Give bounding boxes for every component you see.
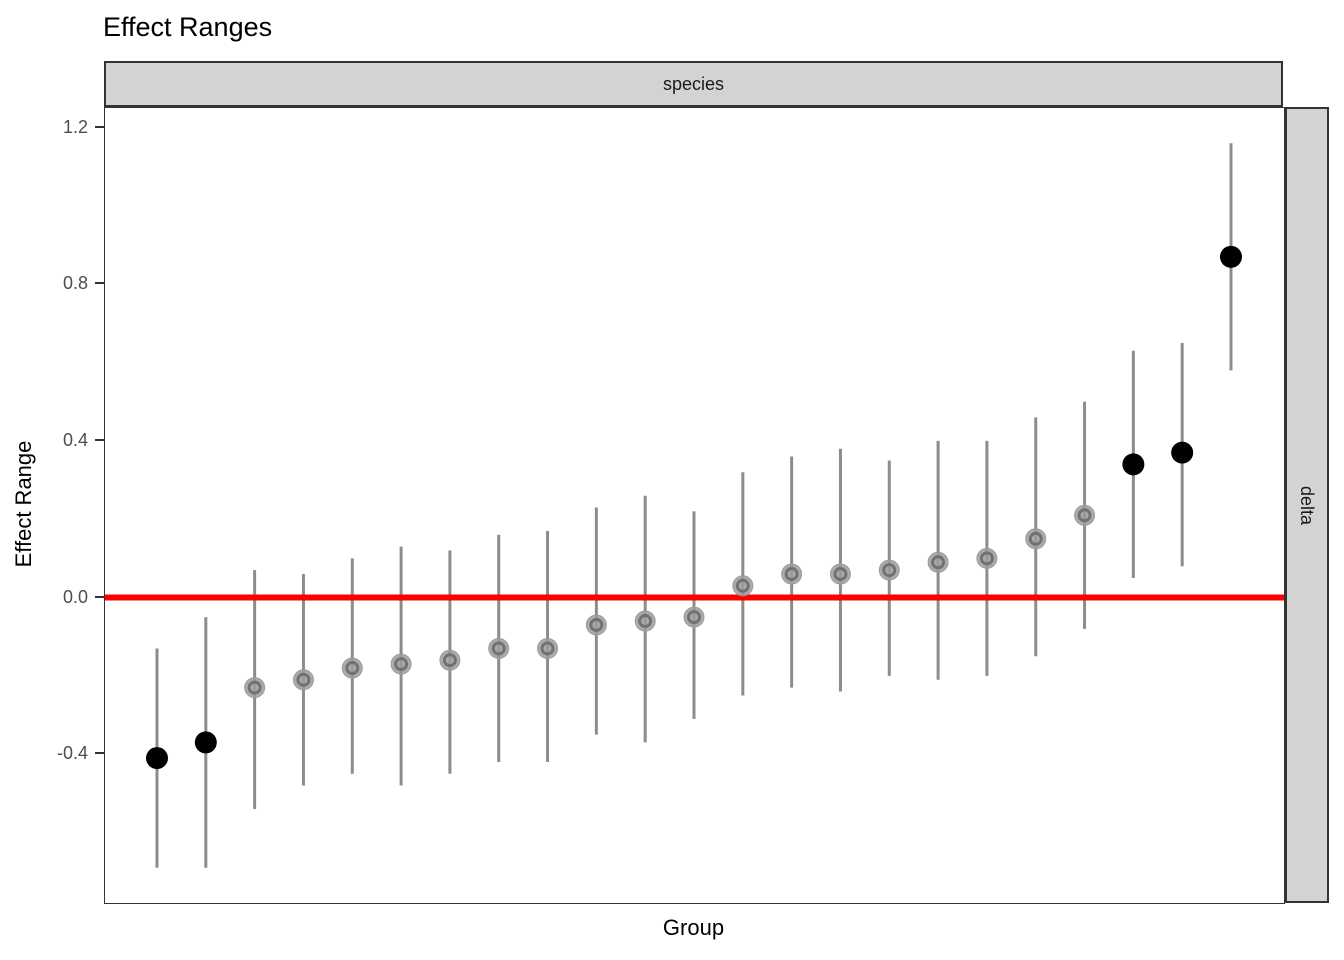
data-point-ring (784, 567, 799, 582)
y-tick-label: -0.4 (56, 743, 88, 764)
facet-strip-delta-label: delta (1297, 485, 1318, 525)
data-point-ring (491, 641, 506, 656)
y-tick-label: 0.4 (62, 429, 88, 450)
data-point-ring (1077, 508, 1092, 523)
data-point-ring (882, 563, 897, 578)
data-point-ring (394, 657, 409, 672)
plot-panel (104, 107, 1285, 904)
facet-strip-delta: delta (1285, 107, 1329, 903)
data-point (878, 559, 900, 581)
data-point (732, 575, 754, 597)
x-axis-title: Group (662, 915, 725, 940)
data-point-ring (540, 641, 555, 656)
data-point-ring (931, 555, 946, 570)
y-tick-mark (95, 282, 104, 285)
y-tick-mark (95, 438, 104, 441)
y-tick-label: 1.2 (62, 116, 88, 137)
data-point-ring (345, 661, 360, 676)
data-point-significant (1171, 441, 1194, 464)
data-point (439, 649, 461, 671)
data-point (634, 610, 656, 632)
data-point (1025, 528, 1047, 550)
data-point (341, 657, 363, 679)
y-tick-mark (95, 595, 104, 598)
data-point (390, 653, 412, 675)
data-point-ring (296, 672, 311, 687)
y-tick-mark (95, 752, 104, 755)
data-point (829, 563, 851, 585)
y-tick-label: 0.8 (62, 273, 88, 294)
data-point (537, 637, 559, 659)
data-point (976, 547, 998, 569)
data-point (683, 606, 705, 628)
data-point (244, 677, 266, 699)
data-point-significant (146, 747, 168, 770)
plot-title: Effect Ranges (103, 12, 273, 42)
data-point-significant (194, 731, 217, 754)
data-point-ring (638, 614, 653, 629)
data-point-significant (1122, 453, 1145, 476)
data-point-ring (979, 551, 994, 566)
data-point (292, 669, 314, 691)
facet-strip-species-label: species (662, 73, 725, 94)
data-point-ring (442, 653, 457, 668)
data-point (781, 563, 803, 585)
plot-canvas (105, 143, 1284, 868)
data-point-significant (1220, 245, 1242, 268)
data-point-ring (589, 617, 604, 632)
data-point-ring (833, 567, 848, 582)
data-point-ring (247, 680, 262, 695)
data-point-ring (687, 610, 701, 625)
data-point (585, 614, 607, 636)
data-point (927, 551, 949, 573)
data-point-ring (1028, 531, 1043, 546)
y-tick-mark (95, 125, 104, 128)
facet-strip-species: species (104, 61, 1283, 107)
data-point (1074, 504, 1096, 526)
data-point-ring (735, 578, 750, 593)
y-tick-label: 0.0 (62, 586, 88, 607)
data-point (488, 637, 510, 659)
